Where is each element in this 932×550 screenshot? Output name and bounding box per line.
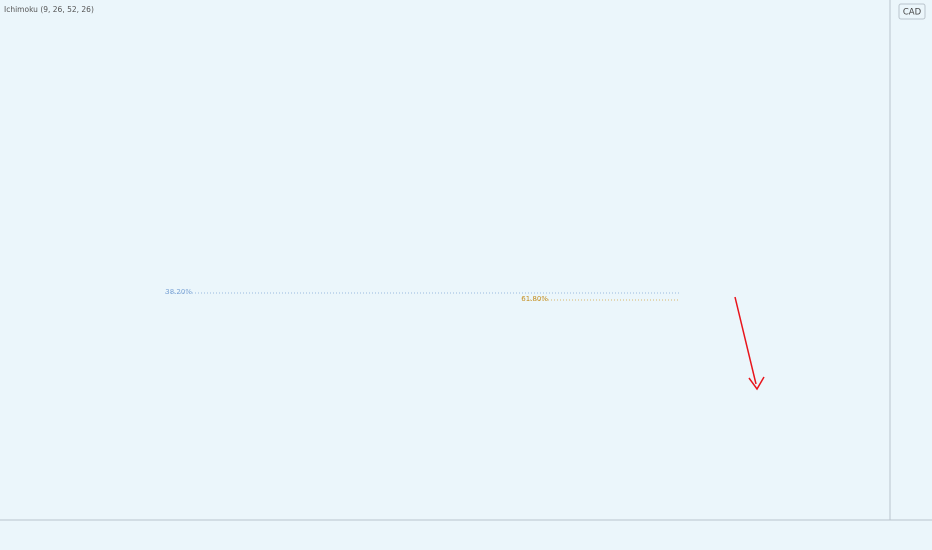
price-axis [890,0,932,550]
currency-box [898,3,926,20]
indicator-label: Ichimoku (9, 26, 52, 26) [4,5,94,14]
arrow-head [748,376,765,391]
arrow [734,296,757,385]
currency: CAD [903,8,922,18]
fib-label: 38.20% [165,288,192,296]
fib-label: 61.80% [521,295,548,303]
